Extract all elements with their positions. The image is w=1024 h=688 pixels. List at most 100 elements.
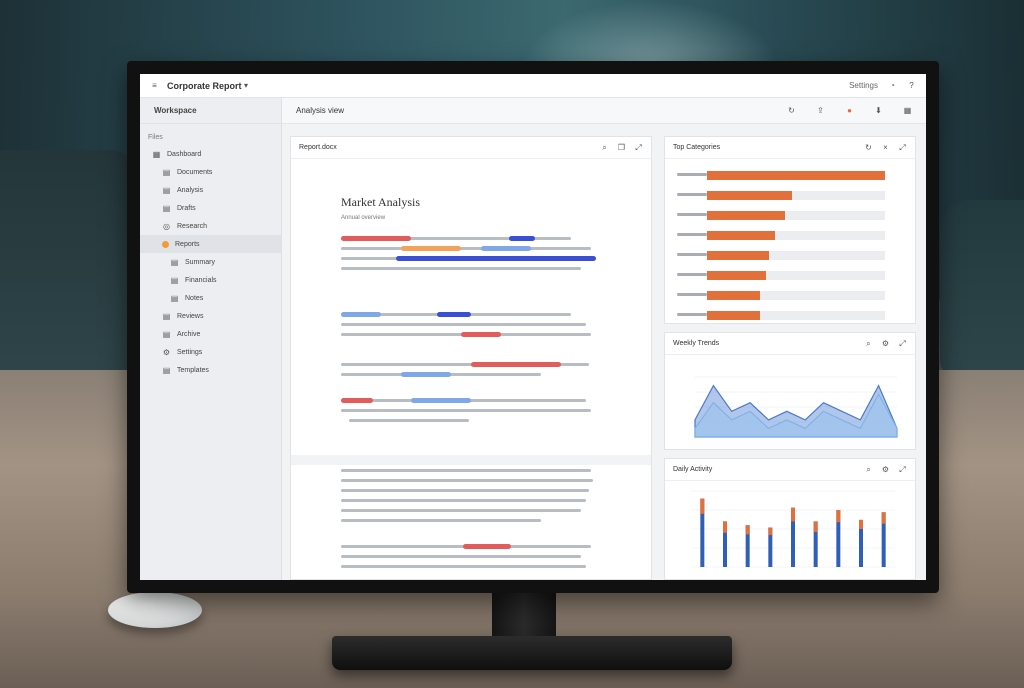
bar-track [707, 311, 885, 320]
doc-icon: ▤ [170, 257, 179, 267]
doc-icon: ▤ [162, 365, 171, 375]
sidebar-item-notes[interactable]: ▤ Notes [140, 289, 281, 307]
monitor-screen: ≡ Corporate Report ▾ Settings ◔ ? Worksp… [140, 74, 926, 580]
background-chair-right [940, 200, 1024, 380]
doc-icon: ▤ [170, 275, 179, 285]
expand-icon[interactable]: ⤢ [635, 143, 642, 152]
sidebar-item-summary[interactable]: ▤ Summary [140, 253, 281, 271]
top-bar: ≡ Corporate Report ▾ Settings ◔ ? [140, 74, 926, 98]
notifications-icon[interactable]: ◔ [890, 81, 895, 90]
sidebar-item-reviews[interactable]: ▤ Reviews [140, 307, 281, 325]
app-title: Corporate Report [167, 80, 242, 91]
categories-panel-title: Top Categories [673, 144, 721, 151]
bar-label [677, 213, 707, 216]
doc-icon: ▤ [162, 311, 171, 321]
bar [707, 311, 761, 320]
grid-icon: ▦ [152, 149, 161, 159]
filter-icon[interactable]: ⌕ [866, 465, 871, 474]
sidebar-item-settings[interactable]: ⚙ Settings [140, 343, 281, 361]
bar [707, 211, 786, 220]
bar-track [707, 191, 885, 200]
sidebar-item-templates[interactable]: ▤ Templates [140, 361, 281, 379]
sidebar-item-dashboard[interactable]: ▦ Dashboard [140, 145, 281, 163]
paragraph-6 [341, 544, 596, 575]
sidebar-item-label: Dashboard [167, 150, 202, 158]
settings-link[interactable]: Settings [849, 81, 878, 90]
settings-icon[interactable]: ⚙ [881, 339, 890, 348]
sidebar-item-archive[interactable]: ▤ Archive [140, 325, 281, 343]
sidebar-item-drafts[interactable]: ▤ Drafts [140, 199, 281, 217]
folder-icon: ◎ [163, 221, 170, 231]
bar-row [677, 271, 905, 283]
bar-track [707, 291, 885, 300]
gear-icon: ⚙ [162, 347, 171, 357]
search-icon[interactable]: ⌕ [602, 143, 607, 152]
paragraph-5 [341, 469, 596, 529]
document-panel-header: Report.docx ⌕ ❐ ⤢ [291, 137, 651, 159]
sidebar-item-label: Summary [185, 258, 215, 266]
help-icon[interactable]: ? [909, 81, 914, 90]
column-bar [859, 519, 863, 567]
page-break [291, 455, 651, 465]
trends-panel-header: Weekly Trends ⌕ ⚙ ⤢ [665, 333, 915, 355]
document-title: Market Analysis [341, 195, 420, 209]
expand-icon[interactable]: ⤢ [899, 339, 906, 348]
bar-row [677, 291, 905, 303]
sidebar-item-label: Financials [185, 276, 217, 284]
sidebar: Workspace Files ▦ Dashboard ▤ Documents ▤ Ana… [140, 98, 282, 580]
refresh-icon[interactable]: ↻ [788, 106, 795, 115]
search-icon[interactable]: ⌕ [866, 339, 871, 348]
sidebar-item-label: Research [177, 222, 207, 230]
chevron-down-icon[interactable]: ▾ [244, 81, 249, 90]
column-bar [836, 510, 841, 567]
sidebar-item-label: Archive [177, 330, 201, 338]
download-icon[interactable]: ⬇ [875, 106, 882, 115]
main-header: Analysis view ↻ ⇪ ● ⬇ ▦ [282, 98, 926, 124]
refresh-icon[interactable]: ↻ [865, 143, 872, 152]
bar-row [677, 311, 905, 323]
paragraph-4 [341, 398, 596, 429]
doc-icon: ▤ [162, 203, 171, 213]
paragraph-2 [341, 312, 596, 343]
column-bar-top [813, 521, 818, 533]
grid-icon[interactable]: ▦ [903, 106, 912, 115]
share-icon[interactable]: ⇪ [817, 106, 824, 115]
sidebar-items: ▦ Dashboard ▤ Documents ▤ Analysis ▤ Drafts ◎ Res… [140, 145, 281, 379]
sidebar-item-label: Notes [185, 294, 204, 302]
sidebar-item-label: Documents [177, 168, 213, 176]
sidebar-item-documents[interactable]: ▤ Documents [140, 163, 281, 181]
monitor-neck [492, 590, 556, 644]
paragraph-1 [341, 236, 596, 277]
sidebar-item-financials[interactable]: ▤ Financials [140, 271, 281, 289]
sidebar-item-label: Reports [175, 240, 200, 248]
doc-icon: ▤ [162, 185, 171, 195]
alert-icon[interactable]: ● [847, 106, 852, 115]
settings-icon[interactable]: ⚙ [881, 465, 890, 474]
expand-icon[interactable]: ⤢ [899, 143, 906, 152]
close-icon[interactable]: × [883, 143, 888, 152]
menu-icon[interactable]: ≡ [152, 81, 157, 90]
main-header-title: Analysis view [296, 106, 345, 115]
sidebar-section: Files [148, 134, 163, 141]
sidebar-item-reports[interactable]: Reports [140, 235, 281, 253]
column-bar [881, 512, 886, 567]
sidebar-item-research[interactable]: ◎ Research [140, 217, 281, 235]
sidebar-item-analysis[interactable]: ▤ Analysis [140, 181, 281, 199]
column-bar [700, 498, 705, 567]
copy-icon[interactable]: ❐ [617, 143, 626, 152]
expand-icon[interactable]: ⤢ [899, 465, 906, 474]
column-bar-top [791, 507, 795, 522]
sidebar-item-label: Templates [177, 366, 209, 374]
background-chair [0, 150, 140, 410]
bar [707, 171, 885, 180]
column-bar [745, 525, 750, 567]
sidebar-brand: Workspace [140, 98, 281, 124]
column-bar-top [723, 521, 727, 533]
sidebar-item-label: Analysis [177, 186, 204, 194]
document-panel-title: Report.docx [299, 144, 337, 151]
area-series [694, 392, 898, 438]
bar-row [677, 171, 905, 183]
categories-panel-header: Top Categories ↻ × ⤢ [665, 137, 915, 159]
bar-label [677, 253, 707, 256]
sidebar-item-label: Settings [177, 348, 203, 356]
